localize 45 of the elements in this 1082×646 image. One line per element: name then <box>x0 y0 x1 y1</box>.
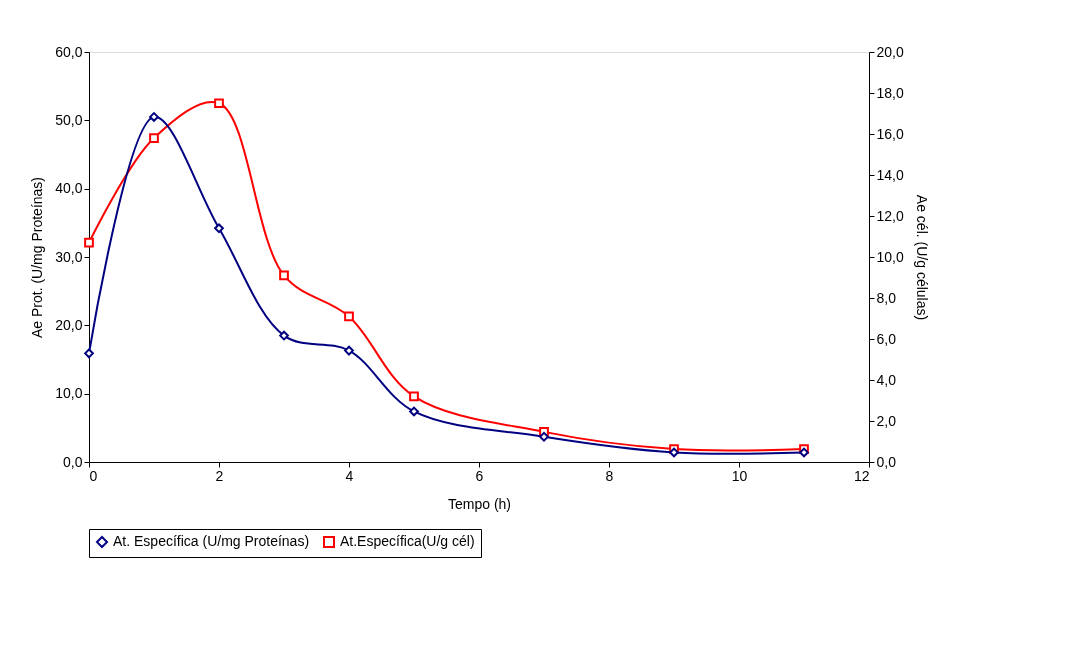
y2-tick-label: 14,0 <box>876 166 904 183</box>
point <box>344 345 354 356</box>
y2-axis-title: Ae cél. (U/g células) <box>913 194 930 321</box>
y-tick-label: 20,0 <box>55 316 83 333</box>
x-axis-title: Tempo (h) <box>447 495 512 512</box>
y-tick-label: 30,0 <box>55 248 83 265</box>
y-axis-title: Ae Prot. (U/mg Proteínas) <box>29 176 46 339</box>
y2-tick-label: 12,0 <box>876 207 904 224</box>
point <box>149 133 159 143</box>
x-tick-label: 10 <box>731 467 748 484</box>
point <box>84 237 94 248</box>
legend-label: At.Específica(U/g cél) <box>340 533 475 549</box>
x-tick-label: 0 <box>89 467 98 484</box>
y2-tick-label: 2,0 <box>876 412 897 429</box>
y-tick-label: 60,0 <box>55 43 83 60</box>
y-tick-label: 50,0 <box>55 111 83 128</box>
x-tick-label: 6 <box>475 467 484 484</box>
point <box>279 270 289 281</box>
y2-tick-label: 20,0 <box>876 43 904 60</box>
y2-tick-label: 0,0 <box>876 453 897 470</box>
x-tick-label: 2 <box>215 467 224 484</box>
point <box>539 431 549 442</box>
point <box>799 447 809 458</box>
y2-tick-label: 10,0 <box>876 248 904 265</box>
x-tick-label: 4 <box>345 467 354 484</box>
point <box>84 348 94 359</box>
point <box>409 406 419 417</box>
y-tick-label: 0,0 <box>63 453 83 470</box>
point <box>669 447 679 458</box>
x-tick-label: 8 <box>605 467 614 484</box>
point <box>149 112 159 122</box>
y2-tick-label: 16,0 <box>876 125 904 142</box>
y2-tick-label: 18,0 <box>876 84 904 101</box>
legend-label: At. Específica (U/mg Proteínas) <box>113 533 310 549</box>
y2-tick-label: 6,0 <box>876 330 897 347</box>
point <box>344 311 354 322</box>
y-tick-label: 40,0 <box>55 180 83 197</box>
x-tick-label: 12 <box>853 467 870 484</box>
point <box>214 98 224 109</box>
y2-tick-label: 8,0 <box>876 289 897 306</box>
point <box>409 391 419 402</box>
y-tick-label: 10,0 <box>55 385 83 402</box>
point <box>279 330 289 341</box>
y2-tick-label: 4,0 <box>876 371 897 388</box>
point <box>214 223 224 234</box>
